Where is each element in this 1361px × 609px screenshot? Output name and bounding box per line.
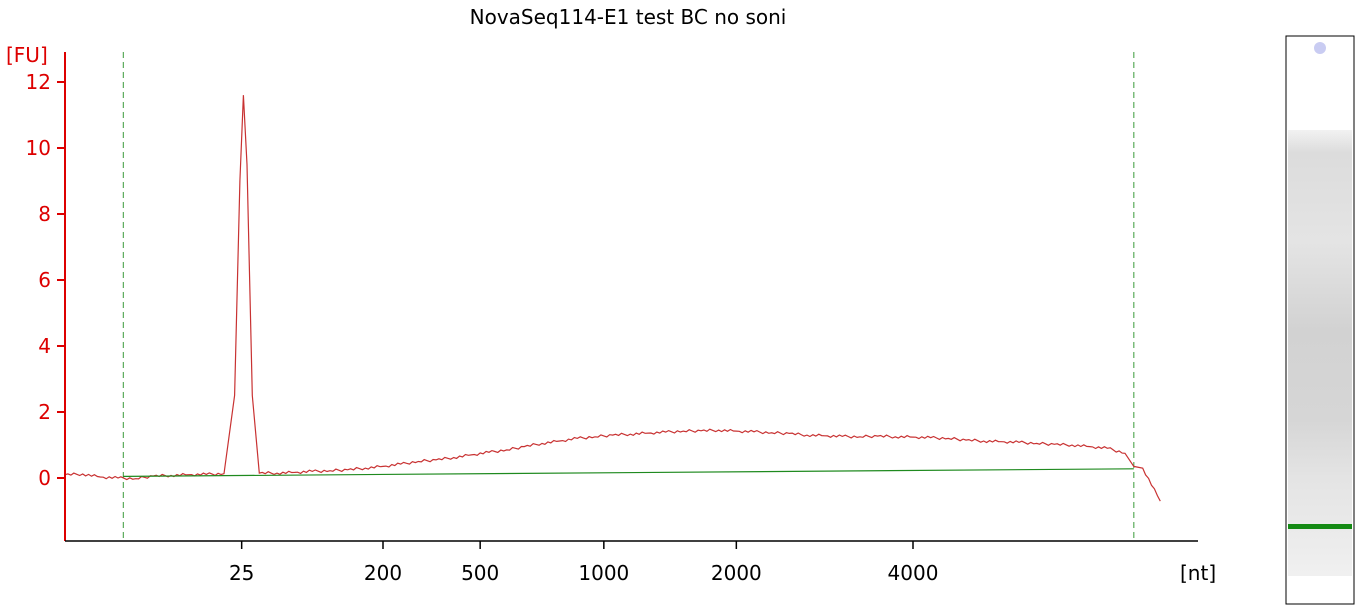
y-tick-label: 6 bbox=[38, 268, 51, 292]
x-ticks: 25 200 500 1000 2000 4000 bbox=[229, 541, 939, 585]
x-axis-label: [nt] bbox=[1180, 561, 1216, 585]
gel-lane-smear bbox=[1288, 130, 1352, 576]
y-tick-label: 10 bbox=[26, 136, 51, 160]
gel-lane bbox=[1285, 35, 1355, 605]
y-ticks: 0 2 4 6 8 10 12 bbox=[26, 70, 65, 490]
gel-lane-marker-band bbox=[1288, 524, 1352, 529]
marker-lines bbox=[122, 52, 1135, 541]
x-tick-label: 200 bbox=[364, 561, 402, 585]
x-tick-label: 4000 bbox=[888, 561, 939, 585]
signal-trace-line bbox=[64, 95, 1161, 502]
x-tick-label: 2000 bbox=[711, 561, 762, 585]
baseline-line bbox=[123, 468, 1134, 477]
y-tick-label: 0 bbox=[38, 466, 51, 490]
y-tick-label: 12 bbox=[26, 70, 51, 94]
y-tick-label: 2 bbox=[38, 400, 51, 424]
y-tick-label: 4 bbox=[38, 334, 51, 358]
x-tick-label: 25 bbox=[229, 561, 254, 585]
series-layer bbox=[64, 95, 1161, 502]
chart-title: NovaSeq114-E1 test BC no soni bbox=[470, 5, 787, 29]
y-axis-label: [FU] bbox=[6, 43, 48, 67]
y-tick-label: 8 bbox=[38, 202, 51, 226]
gel-lane-dot-icon bbox=[1314, 42, 1326, 54]
x-tick-label: 500 bbox=[461, 561, 499, 585]
x-tick-label: 1000 bbox=[578, 561, 629, 585]
